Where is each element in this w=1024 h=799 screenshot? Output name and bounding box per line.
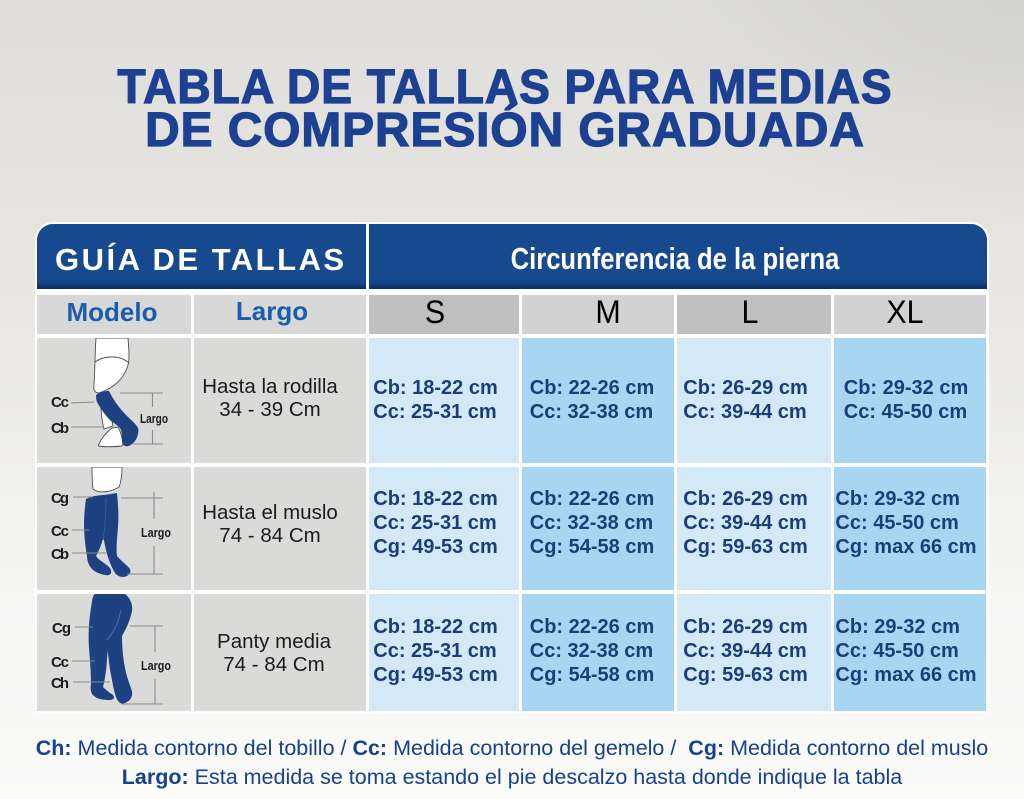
svg-text:Ch: Ch (51, 675, 69, 692)
svg-text:Largo: Largo (141, 659, 171, 673)
svg-text:Cb: Cb (51, 420, 69, 437)
svg-text:Cg: Cg (51, 490, 69, 507)
svg-text:Cc: Cc (51, 654, 69, 671)
svg-text:Largo: Largo (141, 526, 171, 540)
svg-text:Cb: Cb (51, 546, 69, 563)
svg-text:Cc: Cc (51, 394, 69, 411)
svg-text:Cc: Cc (51, 523, 69, 540)
svg-text:Largo: Largo (140, 412, 168, 426)
svg-text:Cg: Cg (52, 620, 71, 637)
